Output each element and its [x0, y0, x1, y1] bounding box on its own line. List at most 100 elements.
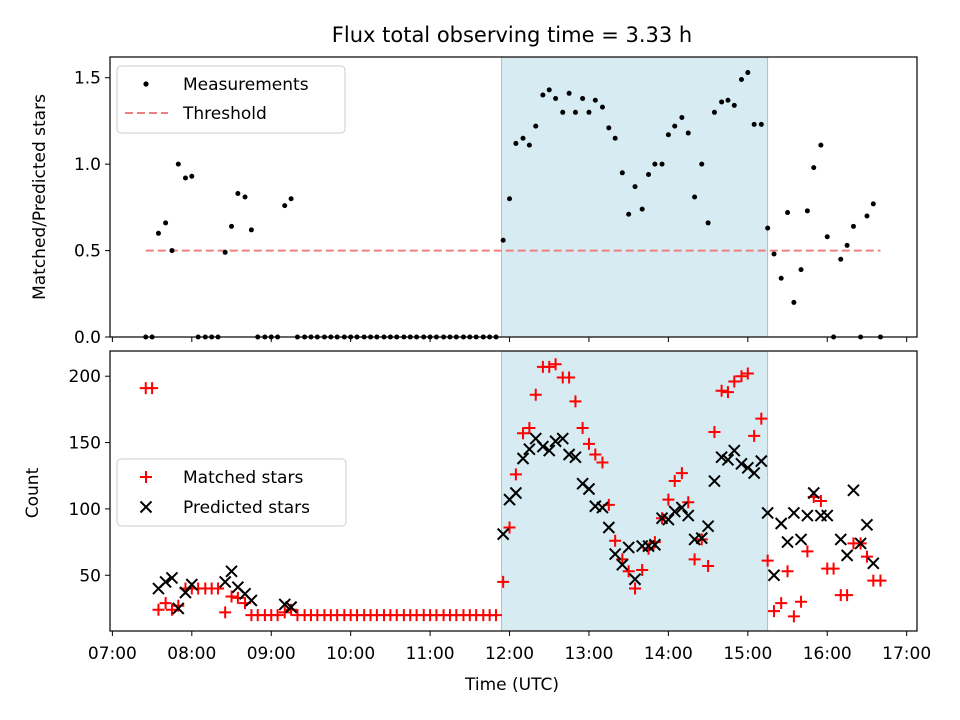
count-y-tick-label: 100	[69, 500, 101, 520]
count-legend: Matched stars Predicted stars	[116, 458, 347, 527]
matched-star-point	[675, 467, 688, 480]
count-x-tick-label: 11:00	[406, 644, 455, 664]
measurement-point	[533, 123, 539, 129]
count-y-tick-label: 150	[69, 434, 101, 454]
measurement-point	[765, 225, 771, 231]
matched-star-point	[509, 468, 522, 481]
predicted-star-point	[787, 506, 801, 520]
measurement-point	[725, 97, 731, 103]
predicted-star-point	[867, 557, 880, 570]
matched-star-point	[748, 429, 761, 442]
predicted-star-point	[701, 519, 715, 533]
measurement-point	[169, 248, 175, 254]
predicted-star-point	[747, 466, 761, 480]
matched-star-point	[715, 384, 728, 397]
count-x-tick-label: 12:00	[485, 644, 534, 664]
count-axes: 50 100 150 200 07:00 08:00 09:00 10:00 11:00 12:…	[23, 350, 931, 695]
measurement-point	[553, 95, 559, 101]
matched-star-point	[814, 494, 827, 507]
measurement-point	[672, 123, 678, 129]
predicted-star-point	[179, 586, 192, 599]
matched-star-point	[278, 606, 291, 619]
predicted-star-point	[523, 442, 536, 456]
measurement-point	[791, 299, 797, 305]
measurement-point	[606, 125, 612, 131]
measurement-point	[679, 114, 685, 120]
measurement-point	[500, 237, 506, 243]
predicted-star-point	[543, 444, 556, 457]
predicted-star-point	[860, 518, 874, 532]
predicted-star-point	[834, 533, 847, 546]
predicted-star-point	[516, 452, 530, 465]
measurement-point	[844, 242, 850, 248]
count-x-ticks: 07:00 08:00 09:00 10:00 11:00 12:00 13:00 14:00…	[88, 631, 931, 664]
predicted-star-point	[668, 505, 681, 518]
measurement-point	[745, 70, 751, 76]
matched-star-point	[860, 550, 873, 563]
measurement-point	[572, 109, 578, 115]
predicted-star-point	[596, 501, 609, 514]
measurement-point	[520, 135, 526, 141]
predicted-star-point	[278, 598, 291, 611]
ratio-y-label: Matched/Predicted stars	[30, 94, 50, 300]
measurement-point	[229, 223, 235, 229]
measurements-legend-label: Measurements	[183, 75, 309, 95]
matched-star-point	[775, 597, 788, 610]
predicted-star-point	[628, 573, 642, 586]
matched-star-point	[219, 606, 232, 619]
matched-star-point	[761, 554, 774, 567]
measurement-point	[711, 109, 717, 115]
matched-star-point	[735, 370, 748, 383]
predicted-star-points	[152, 432, 880, 615]
ratio-x-ticks	[111, 337, 908, 342]
ratio-legend-box	[116, 65, 346, 134]
ratio-y-tick-label: 1.5	[74, 69, 101, 89]
matched-legend-label: Matched stars	[183, 468, 303, 488]
count-x-tick-label: 09:00	[247, 644, 296, 664]
measurement-point	[632, 184, 638, 190]
predicted-star-point	[854, 537, 867, 550]
measurement-point	[182, 175, 188, 181]
matched-star-point	[589, 448, 602, 461]
measurement-point	[282, 203, 288, 209]
measurement-point	[513, 140, 519, 146]
matched-star-point	[755, 412, 768, 425]
matched-star-point	[874, 574, 887, 587]
ratio-y-tick-label: 0.0	[74, 328, 101, 348]
measurements-legend-marker	[143, 81, 149, 87]
predicted-star-point	[781, 535, 794, 549]
predicted-star-point	[602, 521, 616, 534]
ratio-y-ticks: 0.0 0.5 1.0 1.5	[74, 69, 110, 348]
measurement-point	[758, 121, 764, 127]
chart-title: Flux total observing time = 3.33 h	[332, 23, 692, 47]
measurement-point	[738, 76, 744, 82]
ratio-y-tick-label: 0.5	[74, 242, 101, 262]
matched-star-point	[563, 371, 576, 384]
predicted-star-point	[536, 440, 550, 453]
measurement-points	[143, 70, 883, 340]
measurement-point	[838, 256, 844, 262]
predicted-star-point	[715, 450, 728, 464]
count-legend-box	[116, 458, 347, 527]
measurement-point	[864, 213, 870, 219]
matched-star-point	[543, 360, 556, 373]
matched-star-point	[609, 534, 622, 547]
matched-star-point	[841, 589, 854, 602]
count-x-tick-label: 17:00	[882, 644, 931, 664]
measurement-point	[685, 130, 691, 136]
measurement-point	[507, 196, 513, 202]
measurement-point	[659, 161, 665, 167]
measurement-point	[824, 234, 830, 240]
predicted-star-point	[496, 527, 510, 541]
measurement-point	[612, 135, 618, 141]
predicted-star-point	[708, 474, 721, 488]
count-x-tick-label: 16:00	[803, 644, 852, 664]
measurement-point	[235, 191, 241, 197]
measurement-point	[586, 109, 592, 115]
predicted-star-point	[608, 547, 622, 561]
matched-star-point	[497, 575, 510, 588]
measurement-point	[731, 102, 737, 108]
matched-star-point	[146, 382, 159, 395]
measurement-point	[619, 170, 625, 176]
predicted-star-point	[225, 565, 238, 578]
